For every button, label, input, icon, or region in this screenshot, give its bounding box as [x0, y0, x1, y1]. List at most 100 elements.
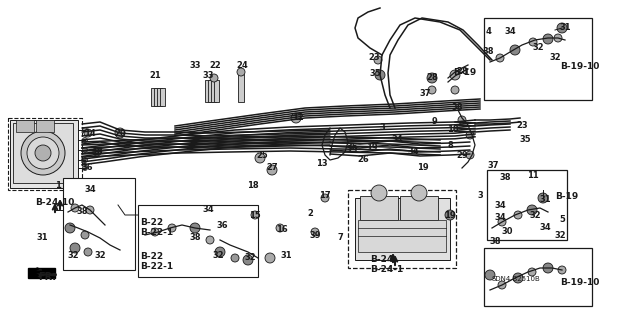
Circle shape: [35, 145, 51, 161]
Circle shape: [267, 165, 277, 175]
Bar: [160, 88, 165, 106]
Text: 28: 28: [456, 68, 468, 77]
Circle shape: [71, 204, 79, 212]
Bar: [484, 248, 592, 306]
Text: 27: 27: [266, 164, 278, 173]
Bar: [16, 120, 34, 132]
Text: 34: 34: [539, 224, 551, 233]
Text: 4: 4: [485, 27, 491, 36]
Circle shape: [83, 166, 88, 170]
Text: B-24: B-24: [370, 255, 393, 264]
Circle shape: [375, 70, 385, 80]
Text: 23: 23: [368, 54, 380, 63]
Text: 32: 32: [244, 254, 256, 263]
Text: 2: 2: [307, 209, 313, 218]
Text: 9: 9: [432, 117, 438, 127]
Bar: [348, 190, 456, 268]
Circle shape: [206, 236, 214, 244]
Text: 21: 21: [149, 70, 161, 79]
Text: FR.: FR.: [38, 272, 56, 282]
Text: 14: 14: [84, 129, 96, 137]
Circle shape: [510, 45, 520, 55]
Text: 31: 31: [36, 233, 48, 241]
Bar: [154, 88, 159, 106]
Circle shape: [458, 116, 466, 124]
Text: 26: 26: [357, 155, 369, 165]
Bar: [138, 205, 258, 277]
Circle shape: [496, 54, 504, 62]
Text: 34: 34: [494, 201, 506, 210]
Circle shape: [115, 128, 125, 138]
Circle shape: [445, 210, 455, 220]
Bar: [400, 196, 438, 220]
Circle shape: [70, 243, 80, 253]
Text: B-19-10: B-19-10: [560, 62, 600, 71]
Circle shape: [498, 281, 506, 289]
Circle shape: [427, 73, 437, 83]
Text: 13: 13: [316, 159, 328, 167]
Circle shape: [84, 129, 92, 137]
Text: 34: 34: [84, 186, 96, 195]
Text: 30: 30: [501, 227, 513, 236]
Text: 18: 18: [91, 147, 103, 157]
Text: B-22: B-22: [140, 218, 163, 227]
Text: 10: 10: [447, 125, 459, 135]
Text: 19: 19: [346, 145, 358, 154]
Circle shape: [231, 254, 239, 262]
Bar: [238, 74, 244, 102]
Circle shape: [255, 153, 265, 163]
Circle shape: [485, 270, 495, 280]
Text: 16: 16: [276, 226, 288, 234]
Circle shape: [83, 137, 88, 143]
Circle shape: [411, 185, 427, 201]
Circle shape: [554, 34, 562, 42]
Circle shape: [543, 263, 553, 273]
Text: 32: 32: [532, 43, 544, 53]
Circle shape: [251, 211, 259, 219]
Bar: [157, 88, 162, 106]
Circle shape: [527, 205, 537, 215]
Circle shape: [237, 68, 245, 76]
Polygon shape: [28, 268, 55, 278]
Circle shape: [83, 128, 88, 132]
Circle shape: [265, 253, 275, 263]
Circle shape: [276, 224, 284, 232]
Text: 38: 38: [483, 48, 493, 56]
Text: 34: 34: [494, 213, 506, 222]
Text: 32: 32: [212, 250, 224, 259]
Bar: [151, 88, 156, 106]
Text: 23: 23: [516, 121, 528, 130]
Text: 28: 28: [426, 73, 438, 83]
Bar: [8, 118, 82, 190]
Text: B-22: B-22: [140, 252, 163, 261]
Text: 20: 20: [114, 129, 126, 137]
Text: 37: 37: [487, 160, 499, 169]
Text: 38: 38: [451, 103, 463, 113]
Circle shape: [498, 218, 506, 226]
Text: 12: 12: [292, 114, 304, 122]
Circle shape: [210, 74, 218, 82]
Text: 5: 5: [559, 216, 565, 225]
Circle shape: [27, 137, 59, 169]
Text: 18: 18: [247, 181, 259, 189]
Text: 22: 22: [209, 61, 221, 70]
Text: 34: 34: [391, 136, 403, 145]
Circle shape: [513, 273, 523, 283]
Text: 31: 31: [280, 250, 292, 259]
Circle shape: [190, 223, 200, 233]
Circle shape: [83, 158, 88, 162]
Bar: [211, 80, 216, 102]
Text: 11: 11: [527, 170, 539, 180]
Bar: [10, 120, 78, 188]
Text: B-22-1: B-22-1: [140, 262, 173, 271]
Text: 32: 32: [549, 54, 561, 63]
Text: 32: 32: [67, 250, 79, 259]
Circle shape: [151, 228, 159, 236]
Text: 36: 36: [81, 164, 93, 173]
Circle shape: [215, 247, 225, 257]
Text: 3: 3: [379, 123, 385, 132]
Bar: [484, 18, 592, 100]
Circle shape: [291, 113, 301, 123]
Circle shape: [466, 151, 474, 159]
Text: 38: 38: [499, 174, 511, 182]
